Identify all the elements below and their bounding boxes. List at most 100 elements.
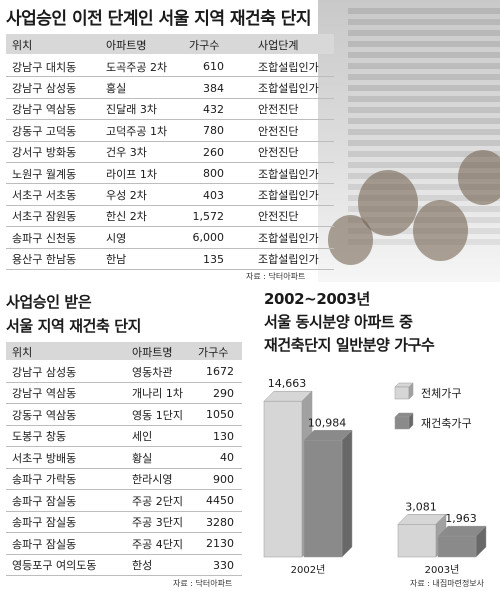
- table-row: 용산구 한남동 한남 135 조합설립인가: [6, 249, 334, 270]
- row-divider: [6, 247, 334, 249]
- table2-header-location: 위치: [12, 346, 33, 359]
- table-cell-stage: 안전진단: [258, 124, 299, 138]
- building-floor: [348, 184, 500, 190]
- legend-label: 재건축가구: [421, 417, 472, 430]
- table-cell-apartment: 도곡주공 2차: [106, 60, 168, 74]
- bar-0: [263, 400, 303, 558]
- table-cell-location: 서초구 방배동: [12, 451, 77, 465]
- table-cell-households: 432: [203, 102, 224, 116]
- tree: [328, 215, 373, 265]
- table-cell-households: 403: [203, 188, 224, 202]
- table-row: 강남구 대치동 도곡주공 2차 610 조합설립인가: [6, 56, 334, 77]
- table-row: 강동구 고덕동 고덕주공 1차 780 안전진단: [6, 120, 334, 141]
- table1-header-apartment: 아파트명: [106, 39, 147, 52]
- table-cell-households: 40: [220, 451, 234, 465]
- table2-header: 위치 아파트명 가구수: [6, 342, 242, 360]
- table-cell-stage: 조합설립인가: [258, 189, 319, 203]
- table-cell-households: 135: [203, 252, 224, 266]
- table-row: 강남구 역삼동 개나리 1차 290: [6, 383, 242, 405]
- tree: [458, 150, 500, 205]
- row-divider: [6, 119, 334, 121]
- table-cell-location: 서초구 잠원동: [12, 210, 77, 224]
- building-floor: [348, 107, 500, 113]
- table2-header-households: 가구수: [198, 346, 229, 359]
- building-photo: [318, 0, 500, 282]
- table-cell-location: 송파구 잠실동: [12, 494, 77, 508]
- row-divider: [6, 553, 242, 555]
- table1-source: 자료 : 닥터아파트: [246, 272, 306, 281]
- building-floor: [348, 129, 500, 135]
- table-cell-households: 290: [213, 386, 234, 400]
- table2-source: 자료 : 닥터아파트: [173, 579, 233, 588]
- data-label: 1,963: [445, 512, 477, 525]
- table-cell-households: 4450: [206, 494, 234, 508]
- table-cell-location: 강남구 삼성동: [12, 82, 77, 96]
- table1-header-stage: 사업단계: [258, 39, 299, 52]
- table-cell-households: 1050: [206, 408, 234, 422]
- building-floor: [348, 8, 500, 14]
- row-divider: [6, 446, 242, 447]
- category-label: 2003년: [425, 564, 460, 576]
- row-divider: [6, 403, 242, 404]
- table-cell-location: 송파구 잠실동: [12, 516, 77, 530]
- table-cell-location: 강남구 역삼동: [12, 387, 77, 401]
- row-divider: [6, 467, 242, 469]
- table-cell-apartment: 개나리 1차: [132, 387, 183, 401]
- table-cell-apartment: 고덕주공 1차: [106, 124, 168, 138]
- table-cell-stage: 안전진단: [258, 146, 299, 160]
- building-floor: [348, 118, 500, 124]
- table-cell-stage: 조합설립인가: [258, 60, 319, 74]
- table-cell-apartment: 건우 3차: [106, 146, 147, 160]
- table-cell-apartment: 한라시영: [132, 473, 173, 487]
- legend-swatch-side: [408, 382, 414, 400]
- table-cell-location: 영등포구 여의도동: [12, 559, 97, 573]
- table-cell-location: 강남구 역삼동: [12, 103, 77, 117]
- table-cell-location: 도봉구 창동: [12, 430, 67, 444]
- building-floor: [348, 151, 500, 157]
- building-floor: [348, 96, 500, 102]
- row-divider: [6, 226, 334, 228]
- row-divider: [6, 162, 334, 163]
- table-row: 강동구 역삼동 영동 1단지 1050: [6, 404, 242, 426]
- table2-title-line2: 서울 지역 재건축 단지: [6, 317, 142, 335]
- table-cell-location: 강남구 삼성동: [12, 365, 77, 379]
- table-row: 강서구 방화동 건우 3차 260 안전진단: [6, 142, 334, 163]
- table-cell-stage: 안전진단: [258, 103, 299, 117]
- table-row: 영등포구 여의도동 한성 330: [6, 555, 242, 577]
- table-row: 송파구 신천동 시영 6,000 조합설립인가: [6, 227, 334, 248]
- table1-header-households: 가구수: [189, 39, 220, 52]
- table-cell-households: 384: [203, 81, 224, 95]
- bar-1: [437, 535, 477, 558]
- row-divider: [6, 140, 334, 142]
- table-cell-location: 강동구 역삼동: [12, 408, 77, 422]
- row-divider: [6, 575, 242, 576]
- building-floor: [348, 173, 500, 179]
- building-floor: [348, 162, 500, 168]
- data-label: 3,081: [405, 500, 437, 513]
- table2-header-apartment: 아파트명: [132, 346, 173, 359]
- data-label: 10,984: [308, 416, 347, 429]
- row-divider: [6, 489, 242, 490]
- table-cell-households: 1672: [206, 365, 234, 379]
- data-label: 14,663: [268, 377, 307, 390]
- table-cell-apartment: 영동차관: [132, 365, 173, 379]
- table-cell-location: 강서구 방화동: [12, 146, 77, 160]
- table-cell-location: 서초구 서초동: [12, 189, 77, 203]
- table-cell-stage: 안전진단: [258, 210, 299, 224]
- table-cell-households: 260: [203, 145, 224, 159]
- building-floor: [348, 140, 500, 146]
- table-cell-location: 송파구 신천동: [12, 231, 77, 245]
- table-cell-households: 780: [203, 124, 224, 138]
- table-row: 송파구 가락동 한라시영 900: [6, 469, 242, 491]
- chart-title: 2002~2003년 서울 동시분양 아파트 중 재건축단지 일반분양 가구수: [264, 288, 435, 357]
- table-cell-apartment: 주공 3단지: [132, 516, 183, 530]
- table-row: 강남구 역삼동 진달래 3차 432 안전진단: [6, 99, 334, 120]
- row-divider: [6, 532, 242, 533]
- table-row: 서초구 서초동 우성 2차 403 조합설립인가: [6, 184, 334, 205]
- table-cell-households: 2130: [206, 537, 234, 551]
- chart-source: 자료 : 내집마련정보사: [410, 579, 485, 588]
- table-cell-stage: 조합설립인가: [258, 253, 319, 267]
- row-divider: [6, 381, 242, 383]
- table-row: 송파구 잠실동 주공 2단지 4450: [6, 490, 242, 512]
- building-floor: [348, 63, 500, 69]
